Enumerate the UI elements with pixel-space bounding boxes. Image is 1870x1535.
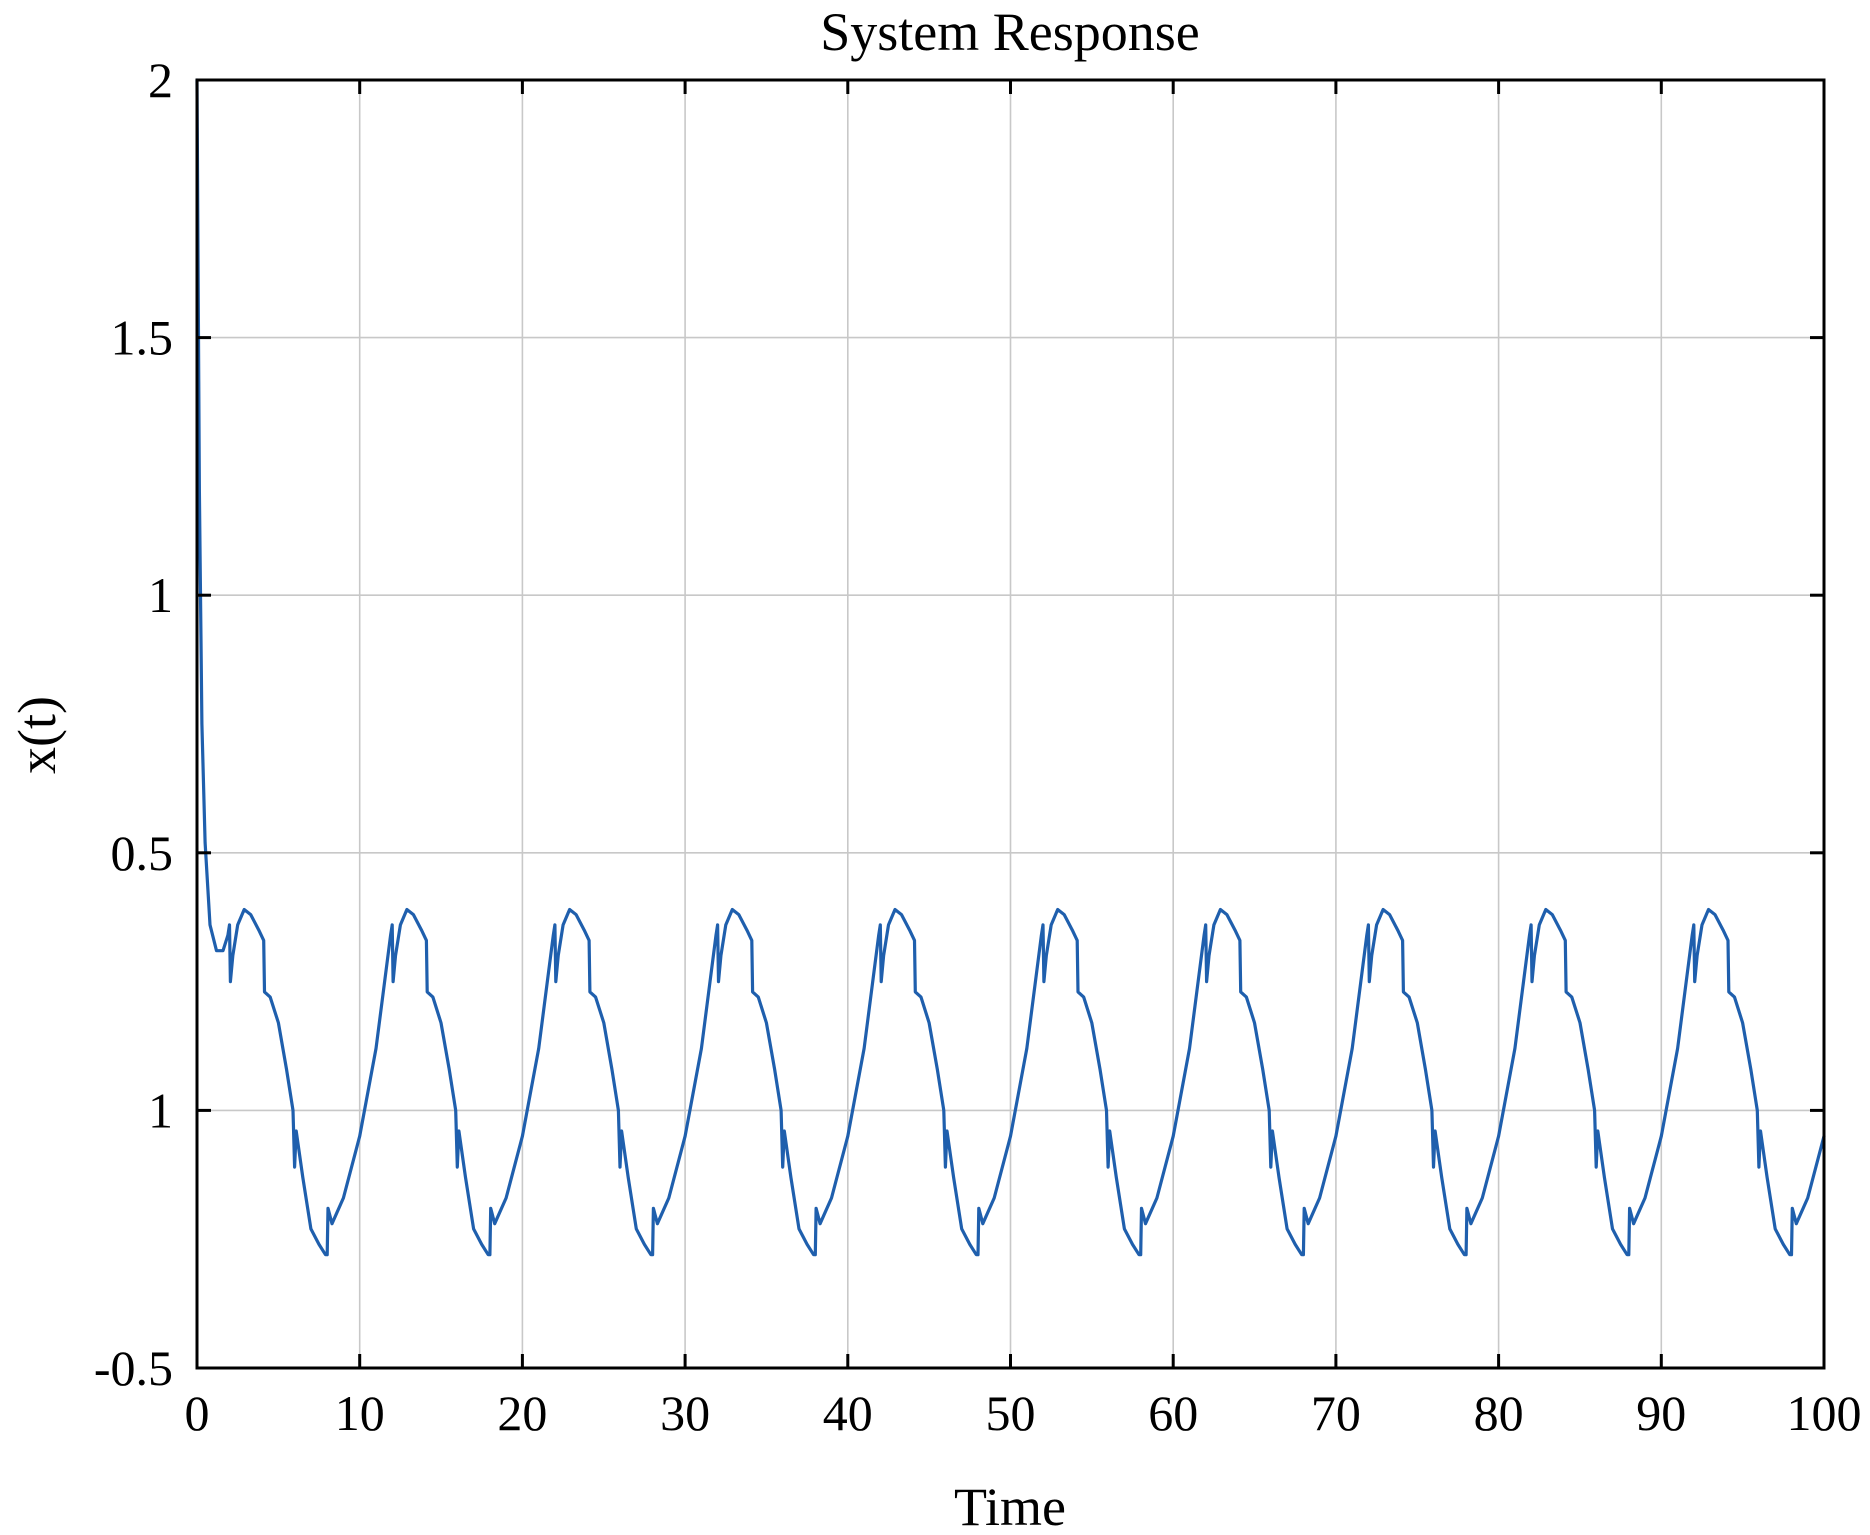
- x-tick-label: 0: [185, 1385, 210, 1441]
- grid-lines: [197, 80, 1824, 1368]
- y-tick-labels: -0.5 1 0.5 1 1.5 2: [94, 52, 173, 1396]
- y-tick-label: 1.5: [111, 310, 174, 366]
- y-tick-label: 1: [148, 567, 173, 623]
- x-tick-label: 80: [1474, 1385, 1524, 1441]
- series-line: [195, 78, 1826, 1257]
- x-tick-label: 40: [823, 1385, 873, 1441]
- y-tick-label: -0.5: [94, 1340, 173, 1396]
- x-tick-labels: 0 10 20 30 40 50 60 70 80 90 100: [185, 1385, 1862, 1441]
- chart-title: System Response: [820, 2, 1200, 62]
- x-tick-label: 60: [1148, 1385, 1198, 1441]
- x-tick-label: 90: [1636, 1385, 1686, 1441]
- y-tick-label: 0.5: [111, 825, 174, 881]
- series-layer: [195, 78, 1826, 1257]
- x-tick-label: 30: [660, 1385, 710, 1441]
- x-tick-label: 10: [335, 1385, 385, 1441]
- x-tick-label: 100: [1787, 1385, 1862, 1441]
- x-tick-label: 70: [1311, 1385, 1361, 1441]
- x-tick-label: 20: [497, 1385, 547, 1441]
- y-axis-label: x(t): [7, 696, 67, 774]
- y-tick-label: 2: [148, 52, 173, 108]
- x-axis-label: Time: [954, 1477, 1066, 1535]
- x-tick-label: 50: [986, 1385, 1036, 1441]
- tick-marks: [195, 78, 1826, 1370]
- y-tick-label: 1: [148, 1082, 173, 1138]
